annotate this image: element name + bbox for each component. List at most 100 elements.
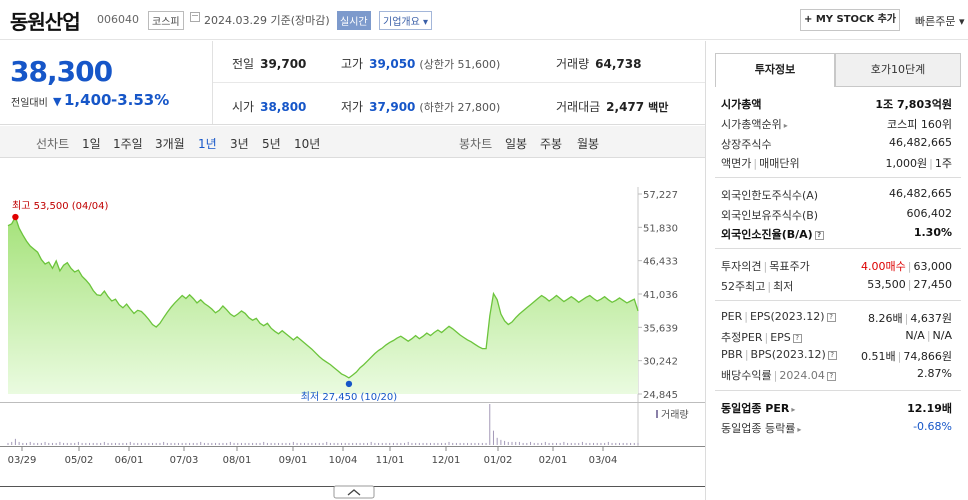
help-icon[interactable]: ? bbox=[814, 231, 824, 240]
volume-bar bbox=[266, 442, 268, 445]
volume-bar bbox=[51, 442, 53, 445]
volume-bar bbox=[618, 442, 620, 445]
volume-bar bbox=[18, 441, 20, 445]
quick-order-button[interactable]: 빠른주문 ▾ bbox=[915, 13, 965, 29]
tab-invest-info[interactable]: 투자정보 bbox=[715, 53, 835, 87]
chevron-up-icon bbox=[347, 489, 361, 496]
industry-per-link[interactable]: 동일업종 PER ▸ bbox=[721, 400, 795, 416]
volume-bar bbox=[211, 442, 213, 445]
volume-bar bbox=[589, 442, 591, 445]
volume-bar bbox=[278, 442, 280, 445]
y-tick-label: 51,830 bbox=[643, 223, 678, 234]
volume-bar bbox=[244, 442, 246, 445]
industry-per-label: 동일업종 PER bbox=[721, 402, 790, 415]
y-tick-label: 57,227 bbox=[643, 190, 678, 201]
corp-info-dropdown[interactable]: 기업개요 ▾ bbox=[379, 11, 433, 30]
tab-period-3y[interactable]: 3년 bbox=[230, 137, 249, 151]
volume-bar bbox=[203, 442, 205, 445]
volume-bar bbox=[622, 442, 624, 445]
volume-bar bbox=[359, 442, 361, 445]
tab-candle-month[interactable]: 월봉 bbox=[577, 137, 600, 151]
open-value: 38,800 bbox=[260, 100, 307, 114]
tab-order-book[interactable]: 호가10단계 bbox=[835, 53, 961, 87]
volume-bar bbox=[607, 441, 609, 445]
industry-per-value: 12.19배 bbox=[907, 402, 952, 415]
volume-bar bbox=[548, 442, 550, 445]
volume-bar bbox=[185, 442, 187, 445]
volume-bar bbox=[329, 442, 331, 445]
volume-bar bbox=[400, 442, 402, 445]
volume-bar bbox=[274, 442, 276, 445]
volume-bar bbox=[585, 442, 587, 445]
tab-period-5y[interactable]: 5년 bbox=[262, 137, 281, 151]
volume-bar bbox=[66, 442, 68, 445]
volume-bar bbox=[355, 442, 357, 445]
amount-value: 2,477 bbox=[606, 100, 645, 114]
market-cap-rank-link[interactable]: 시가총액순위 ▸ bbox=[721, 116, 788, 132]
volume-bar bbox=[222, 442, 224, 445]
volume-bar bbox=[89, 442, 91, 445]
help-icon[interactable]: ? bbox=[827, 351, 837, 360]
market-cap-rank-value: 코스피 160위 bbox=[887, 118, 952, 131]
realtime-button[interactable]: 실시간 bbox=[337, 11, 371, 30]
price-chart[interactable]: 57,227 51,830 46,433 41,036 35,639 30,242 24,8… bbox=[0, 159, 705, 500]
low-cell: 저가 37,900 (하한가 27,800) bbox=[341, 98, 500, 115]
price-chart-svg: 57,227 51,830 46,433 41,036 35,639 30,242 24,8… bbox=[0, 187, 705, 499]
volume-bar bbox=[333, 442, 335, 445]
unit-label: 매매단위 bbox=[759, 157, 800, 170]
help-icon[interactable]: ? bbox=[826, 372, 836, 381]
volume-value: 64,738 bbox=[595, 57, 642, 71]
volume-bar bbox=[148, 442, 150, 445]
volume-bar bbox=[348, 442, 350, 445]
min-point-marker bbox=[345, 380, 353, 388]
volume-bar bbox=[381, 442, 383, 445]
volume-bar bbox=[44, 441, 46, 445]
shares-value: 46,482,665 bbox=[889, 136, 952, 149]
volume-bar bbox=[463, 442, 465, 445]
volume-bar bbox=[177, 442, 179, 445]
current-price: 38,300 bbox=[10, 55, 113, 88]
market-badge: 코스피 bbox=[148, 11, 184, 30]
tab-candle-week[interactable]: 주봉 bbox=[540, 137, 563, 151]
volume-bar bbox=[370, 441, 372, 445]
foreign-hold-value: 606,402 bbox=[906, 207, 953, 220]
volume-bar bbox=[337, 442, 339, 445]
per-label: PER bbox=[721, 310, 743, 323]
volume-bar bbox=[166, 442, 168, 445]
x-tick-label: 03/29 bbox=[8, 455, 37, 466]
add-mystock-button[interactable]: + MY STOCK 추가 bbox=[800, 9, 900, 31]
volume-bar bbox=[196, 442, 198, 445]
tab-period-1d[interactable]: 1일 bbox=[82, 137, 101, 151]
stock-name: 동원산업 bbox=[10, 10, 81, 34]
help-icon[interactable]: ? bbox=[826, 313, 836, 322]
tab-candle-day[interactable]: 일봉 bbox=[505, 137, 528, 151]
high-cell: 고가 39,050 (상한가 51,600) bbox=[341, 55, 500, 72]
tab-period-1y[interactable]: 1년 bbox=[198, 137, 217, 151]
volume-bar bbox=[326, 441, 328, 445]
tab-period-1w[interactable]: 1주일 bbox=[113, 137, 143, 151]
amount-cell: 거래대금 2,477 백만 bbox=[556, 98, 668, 115]
prev-close-cell: 전일 39,700 bbox=[232, 55, 306, 72]
bps-label: BPS(2023.12) bbox=[750, 348, 826, 361]
industry-chg-label: 동일업종 등락률 bbox=[721, 422, 796, 435]
volume-bar bbox=[33, 442, 35, 445]
eps-label: EPS(2023.12) bbox=[749, 310, 825, 323]
tab-period-10y[interactable]: 10년 bbox=[294, 137, 321, 151]
foreign-ratio-label: 외국인소진율(B/A) bbox=[721, 228, 813, 241]
invest-info-panel: 투자정보 호가10단계 시가총액 1조 7,803억원 시가총액순위 ▸ 코스피 … bbox=[705, 41, 968, 500]
opinion-value: 4.00매수 bbox=[861, 260, 906, 273]
tab-period-3m[interactable]: 3개월 bbox=[155, 137, 185, 151]
x-tick-label: 06/01 bbox=[115, 455, 144, 466]
volume-bar bbox=[578, 442, 580, 445]
volume-bar bbox=[392, 442, 394, 445]
volume-bar bbox=[344, 442, 346, 445]
chart-collapse-button[interactable] bbox=[333, 485, 375, 499]
x-tick-label: 01/02 bbox=[484, 455, 513, 466]
est-per-label: 추정PER bbox=[721, 331, 763, 344]
help-icon[interactable]: ? bbox=[792, 334, 802, 343]
volume-bar bbox=[422, 442, 424, 445]
volume-bar bbox=[300, 442, 302, 445]
stock-header: 동원산업 006040 코스피 2024.03.29 기준(장마감) 실시간 기… bbox=[0, 0, 968, 40]
industry-chg-link[interactable]: 동일업종 등락률 ▸ bbox=[721, 420, 801, 436]
volume-bar bbox=[137, 442, 139, 445]
